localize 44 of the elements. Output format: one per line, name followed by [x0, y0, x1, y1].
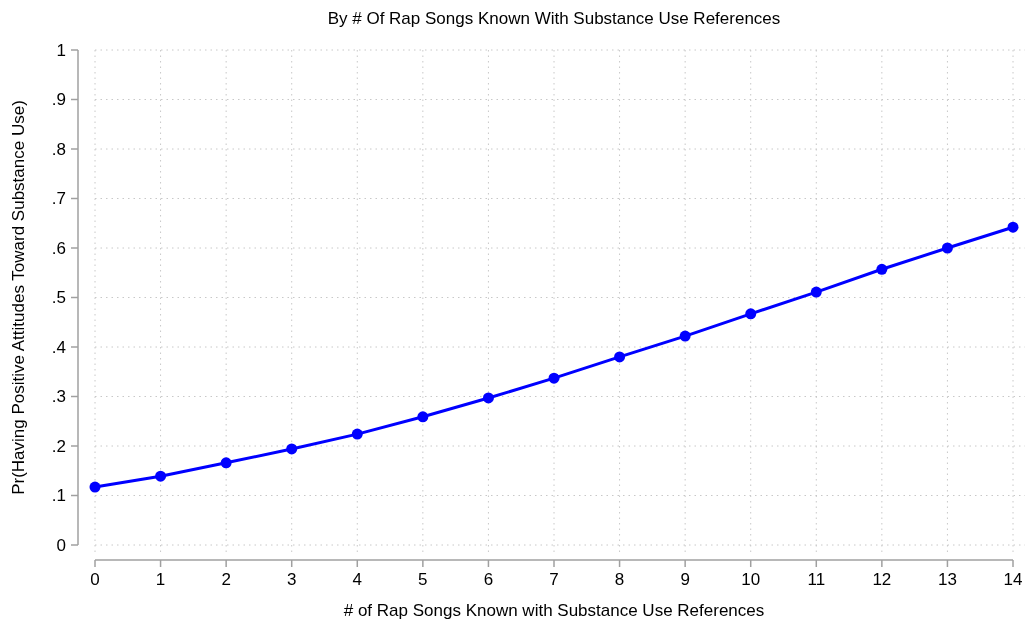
- y-tick-label: .1: [51, 486, 66, 506]
- point: [810, 286, 822, 298]
- x-tick-label: 0: [90, 570, 100, 589]
- y-axis-title: Pr(Having Positive Attitudes Toward Substance Use): [9, 100, 28, 495]
- x-tick-label: 6: [483, 570, 494, 589]
- x-tick-label: 2: [221, 570, 231, 589]
- point: [351, 428, 363, 440]
- y-tick-label: 0: [56, 535, 66, 555]
- x-tick-label: 3: [286, 570, 297, 589]
- point: [1007, 221, 1019, 233]
- x-tick-label: 4: [352, 570, 363, 589]
- x-tick-label: 13: [937, 570, 957, 589]
- point: [679, 330, 691, 342]
- point: [417, 411, 429, 423]
- y-tick-label: .4: [51, 337, 66, 357]
- chart-title: By # Of Rap Songs Known With Substance Use References: [327, 9, 781, 28]
- point: [220, 457, 232, 469]
- point: [614, 351, 626, 363]
- x-axis-title: # of Rap Songs Known with Substance Use References: [343, 601, 765, 620]
- x-tick-label: 11: [807, 570, 826, 589]
- point: [548, 372, 560, 384]
- x-tick-label: 14: [1003, 570, 1023, 589]
- x-tick-label: 7: [549, 570, 559, 589]
- y-tick-label: .2: [51, 436, 66, 456]
- point: [286, 443, 298, 455]
- x-tick-label: 8: [614, 570, 625, 589]
- point: [482, 392, 494, 404]
- point: [155, 470, 167, 482]
- y-tick-label: .3: [51, 387, 66, 407]
- y-tick-label: .8: [51, 139, 66, 159]
- x-tick-label: 9: [680, 570, 690, 589]
- point: [745, 308, 757, 320]
- x-tick-label: 10: [741, 570, 761, 589]
- point: [941, 242, 953, 254]
- point: [876, 263, 888, 275]
- y-tick-label: .5: [51, 288, 66, 308]
- x-tick-label: 12: [872, 570, 892, 589]
- y-tick-label: .6: [51, 238, 66, 258]
- y-tick-label: .7: [51, 189, 66, 209]
- y-tick-label: .9: [51, 90, 66, 110]
- y-tick-label: 1: [56, 40, 66, 60]
- point: [89, 481, 101, 493]
- x-tick-label: 5: [418, 570, 428, 589]
- x-tick-label: 1: [155, 570, 166, 589]
